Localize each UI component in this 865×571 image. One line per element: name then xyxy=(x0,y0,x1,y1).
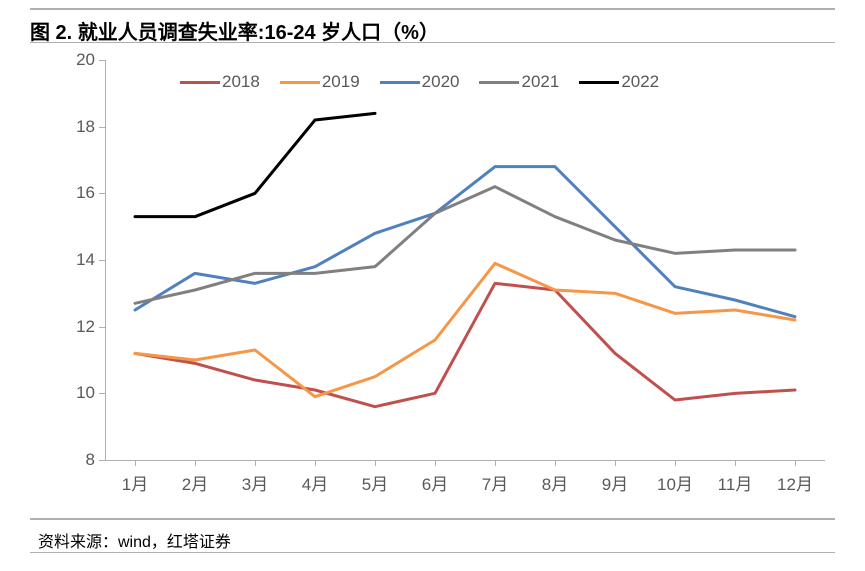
x-tick-label: 8月 xyxy=(542,470,568,495)
legend-item-2022: 2022 xyxy=(579,72,659,92)
x-tick-label: 1月 xyxy=(122,470,148,495)
chart-svg xyxy=(30,50,835,470)
x-tick-label: 2月 xyxy=(182,470,208,495)
chart-area: 81012141618201月2月3月4月5月6月7月8月9月10月11月12月… xyxy=(30,50,835,510)
legend-swatch xyxy=(579,81,619,84)
figure-container: 图 2. 就业人员调查失业率:16-24 岁人口（%） 810121416182… xyxy=(0,0,865,571)
x-tick-label: 11月 xyxy=(718,470,753,495)
legend-swatch xyxy=(280,81,320,84)
source-text: 资料来源：wind，红塔证券 xyxy=(38,528,231,552)
legend-item-2020: 2020 xyxy=(380,72,460,92)
legend-label: 2018 xyxy=(222,72,260,92)
legend-item-2019: 2019 xyxy=(280,72,360,92)
series-line-2022 xyxy=(135,113,375,216)
x-tick-label: 7月 xyxy=(482,470,508,495)
x-tick-label: 4月 xyxy=(302,470,328,495)
x-tick-label: 5月 xyxy=(362,470,388,495)
legend-label: 2022 xyxy=(621,72,659,92)
legend-label: 2019 xyxy=(322,72,360,92)
legend-swatch xyxy=(180,81,220,84)
legend-item-2021: 2021 xyxy=(479,72,559,92)
source-underline xyxy=(30,552,835,553)
x-tick-label: 6月 xyxy=(422,470,448,495)
title-bar: 图 2. 就业人员调查失业率:16-24 岁人口（%） xyxy=(30,8,835,45)
x-tick-label: 9月 xyxy=(602,470,628,495)
series-line-2021 xyxy=(135,187,795,304)
legend-item-2018: 2018 xyxy=(180,72,260,92)
x-tick-label: 3月 xyxy=(242,470,268,495)
legend: 2018 2019 2020 2021 2022 xyxy=(180,72,659,92)
x-tick-label: 12月 xyxy=(777,470,813,495)
legend-swatch xyxy=(380,81,420,84)
title-underline xyxy=(30,42,835,43)
series-line-2019 xyxy=(135,263,795,396)
series-line-2020 xyxy=(135,167,795,317)
chart-bottom-border xyxy=(30,518,835,520)
legend-label: 2021 xyxy=(521,72,559,92)
chart-title: 图 2. 就业人员调查失业率:16-24 岁人口（%） xyxy=(30,22,439,44)
x-tick-label: 10月 xyxy=(657,470,693,495)
legend-label: 2020 xyxy=(422,72,460,92)
legend-swatch xyxy=(479,81,519,84)
